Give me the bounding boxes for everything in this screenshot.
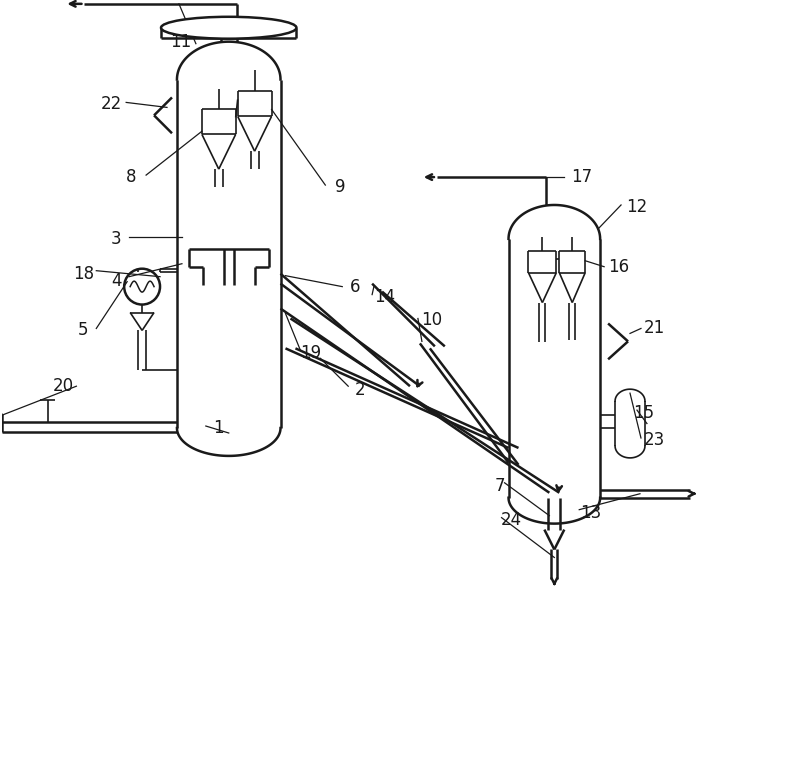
Text: 2: 2 — [355, 381, 366, 399]
Text: 17: 17 — [570, 168, 592, 186]
Text: 24: 24 — [501, 511, 522, 528]
Ellipse shape — [161, 17, 297, 39]
Text: 23: 23 — [643, 431, 665, 449]
Text: 13: 13 — [581, 503, 602, 522]
Text: 7: 7 — [494, 477, 505, 495]
Text: 18: 18 — [73, 265, 94, 283]
Text: 12: 12 — [626, 198, 648, 216]
Text: 20: 20 — [53, 377, 74, 395]
Text: 21: 21 — [643, 319, 665, 337]
Text: 6: 6 — [350, 277, 361, 296]
Text: 5: 5 — [78, 321, 89, 340]
Text: 15: 15 — [634, 404, 654, 422]
Text: 9: 9 — [335, 178, 346, 196]
Text: 8: 8 — [126, 168, 137, 186]
Text: 22: 22 — [101, 96, 122, 114]
Text: 11: 11 — [170, 33, 191, 51]
Text: 16: 16 — [609, 258, 630, 276]
Text: 4: 4 — [111, 271, 122, 290]
Text: 14: 14 — [374, 287, 396, 305]
Text: 10: 10 — [422, 312, 442, 330]
Text: 19: 19 — [300, 344, 321, 362]
Text: 3: 3 — [111, 230, 122, 248]
Text: 1: 1 — [214, 419, 224, 437]
